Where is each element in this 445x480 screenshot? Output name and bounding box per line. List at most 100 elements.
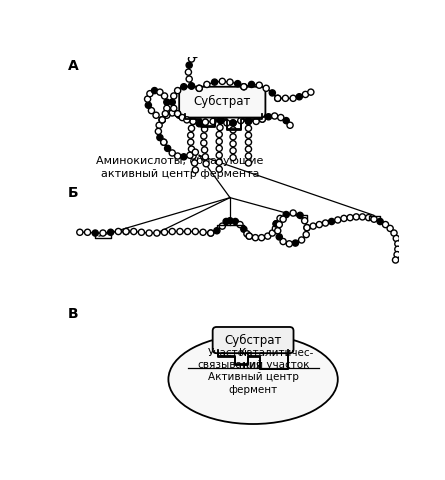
Circle shape xyxy=(304,225,310,231)
Circle shape xyxy=(227,218,233,224)
Circle shape xyxy=(248,82,255,88)
Circle shape xyxy=(196,86,202,92)
Circle shape xyxy=(265,234,271,240)
Circle shape xyxy=(203,161,209,168)
Circle shape xyxy=(188,126,194,132)
Circle shape xyxy=(335,217,341,224)
Circle shape xyxy=(276,234,282,240)
Circle shape xyxy=(211,80,218,86)
Circle shape xyxy=(218,118,224,124)
Circle shape xyxy=(391,230,397,237)
Circle shape xyxy=(304,225,310,231)
Circle shape xyxy=(259,235,265,241)
Circle shape xyxy=(238,118,244,124)
Text: Субстрат: Субстрат xyxy=(194,95,251,108)
Circle shape xyxy=(157,90,163,96)
Circle shape xyxy=(147,91,153,97)
Circle shape xyxy=(169,110,175,117)
Circle shape xyxy=(216,146,222,152)
Circle shape xyxy=(227,80,233,86)
Circle shape xyxy=(159,118,165,124)
Circle shape xyxy=(377,219,383,225)
Circle shape xyxy=(387,226,393,232)
Circle shape xyxy=(184,118,190,124)
Circle shape xyxy=(174,154,181,160)
Circle shape xyxy=(201,133,207,140)
Text: Аминокислоты, образующие
активный центр фермента: Аминокислоты, образующие активный центр … xyxy=(96,156,263,179)
Circle shape xyxy=(202,127,208,133)
Circle shape xyxy=(310,224,316,230)
Circle shape xyxy=(290,211,296,216)
Circle shape xyxy=(278,115,284,121)
Circle shape xyxy=(145,103,151,109)
Circle shape xyxy=(275,96,281,102)
Circle shape xyxy=(241,227,247,233)
Circle shape xyxy=(197,50,203,56)
Circle shape xyxy=(256,83,263,89)
Circle shape xyxy=(145,97,151,103)
Circle shape xyxy=(190,119,196,125)
Circle shape xyxy=(115,229,121,235)
Circle shape xyxy=(162,94,168,100)
Circle shape xyxy=(392,257,399,264)
Circle shape xyxy=(100,230,106,237)
Circle shape xyxy=(192,150,198,156)
Circle shape xyxy=(223,219,229,225)
Text: Субстрат: Субстрат xyxy=(224,333,282,346)
Circle shape xyxy=(216,139,222,145)
Circle shape xyxy=(273,221,279,228)
Circle shape xyxy=(174,111,181,118)
Circle shape xyxy=(253,119,259,125)
Circle shape xyxy=(259,117,265,123)
Text: Б: Б xyxy=(68,186,78,200)
Circle shape xyxy=(188,147,194,153)
Circle shape xyxy=(244,231,250,238)
Circle shape xyxy=(154,230,160,237)
Circle shape xyxy=(123,229,129,235)
Circle shape xyxy=(187,153,193,159)
Circle shape xyxy=(283,118,289,124)
Circle shape xyxy=(153,113,159,119)
Text: А: А xyxy=(68,59,78,73)
Circle shape xyxy=(169,229,175,235)
Circle shape xyxy=(185,229,191,235)
Circle shape xyxy=(190,119,196,125)
Circle shape xyxy=(159,118,165,124)
Circle shape xyxy=(159,118,165,124)
Circle shape xyxy=(395,241,401,247)
Circle shape xyxy=(341,216,347,222)
Circle shape xyxy=(218,118,224,124)
Circle shape xyxy=(246,234,252,240)
Circle shape xyxy=(131,229,137,235)
Circle shape xyxy=(214,228,220,234)
Circle shape xyxy=(164,113,170,119)
Circle shape xyxy=(216,167,222,173)
Circle shape xyxy=(290,96,296,102)
Circle shape xyxy=(230,148,236,155)
Circle shape xyxy=(164,106,170,112)
Circle shape xyxy=(155,129,162,135)
Circle shape xyxy=(360,215,365,220)
Ellipse shape xyxy=(168,335,338,424)
Circle shape xyxy=(192,168,198,174)
Circle shape xyxy=(196,121,202,128)
Circle shape xyxy=(186,77,192,83)
Circle shape xyxy=(169,151,175,157)
Circle shape xyxy=(210,119,216,125)
Circle shape xyxy=(371,216,377,223)
Circle shape xyxy=(156,123,162,129)
Circle shape xyxy=(162,230,168,236)
Circle shape xyxy=(181,84,187,91)
Circle shape xyxy=(237,222,243,228)
Circle shape xyxy=(219,224,225,230)
Circle shape xyxy=(208,230,214,237)
Circle shape xyxy=(308,90,314,96)
Circle shape xyxy=(161,140,167,146)
Circle shape xyxy=(188,57,194,63)
Circle shape xyxy=(299,238,305,243)
Circle shape xyxy=(302,218,308,224)
Circle shape xyxy=(216,153,222,159)
Circle shape xyxy=(283,212,289,218)
Circle shape xyxy=(263,86,269,92)
Circle shape xyxy=(365,215,372,221)
